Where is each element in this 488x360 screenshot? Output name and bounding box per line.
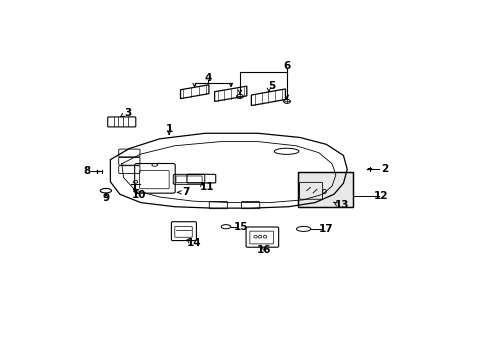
Text: 10: 10 <box>131 190 146 200</box>
Text: 7: 7 <box>182 187 189 197</box>
Text: 5: 5 <box>267 81 275 91</box>
Text: 16: 16 <box>256 245 270 255</box>
Text: 15: 15 <box>234 222 248 232</box>
Text: 13: 13 <box>334 199 348 210</box>
Text: 2: 2 <box>381 164 388 174</box>
Text: 1: 1 <box>165 124 172 134</box>
Text: 9: 9 <box>102 193 109 203</box>
Text: 8: 8 <box>83 166 90 176</box>
Text: 12: 12 <box>373 191 388 201</box>
Text: 14: 14 <box>187 238 202 248</box>
Text: 6: 6 <box>283 61 290 71</box>
Text: 17: 17 <box>319 224 333 234</box>
Text: 3: 3 <box>123 108 131 118</box>
Text: 4: 4 <box>204 73 211 83</box>
FancyBboxPatch shape <box>297 172 352 207</box>
Text: 11: 11 <box>200 181 214 192</box>
